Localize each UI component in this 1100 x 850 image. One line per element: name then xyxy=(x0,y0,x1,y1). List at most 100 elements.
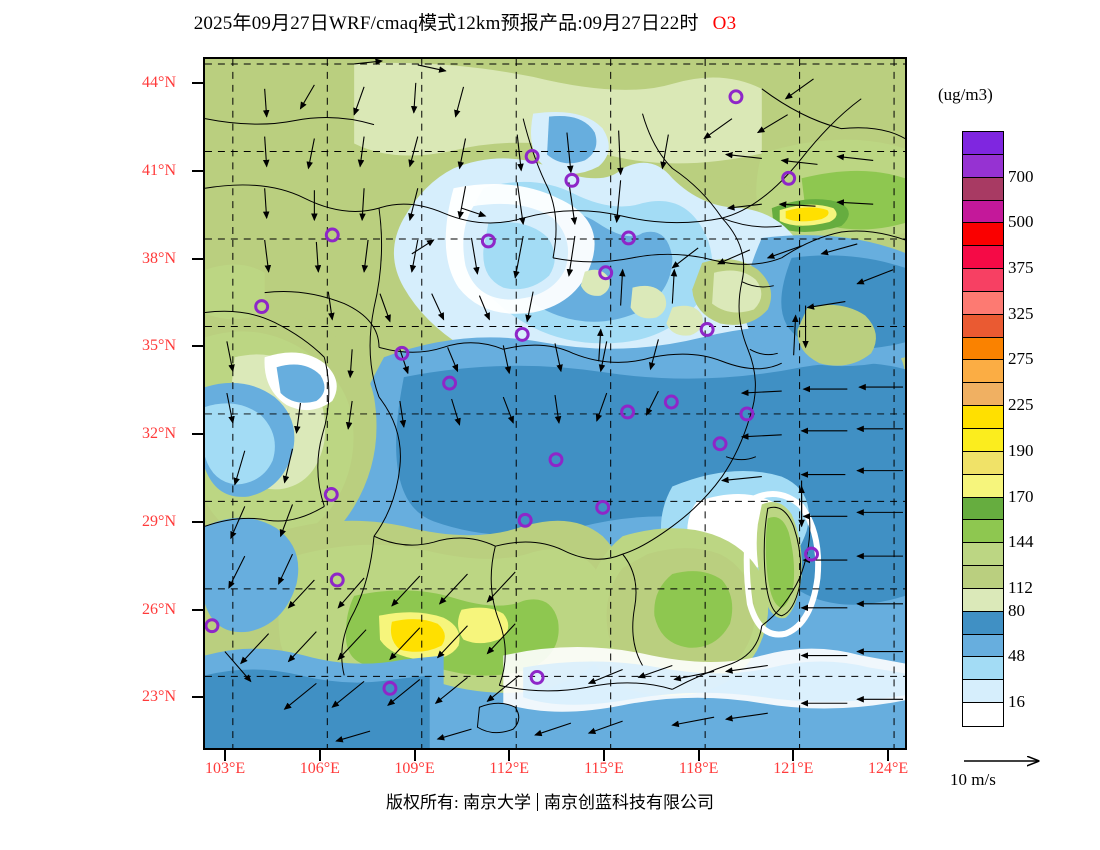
map-canvas xyxy=(205,59,905,748)
colorbar-tick-label: 170 xyxy=(1008,486,1034,506)
colorbar-tick-label: 700 xyxy=(1008,166,1034,186)
station-marker xyxy=(205,618,220,634)
lon-tick-mark xyxy=(697,750,700,761)
lat-tick-mark xyxy=(192,345,205,348)
lat-tick-label: 44°N xyxy=(142,74,176,92)
colorbar-band xyxy=(963,246,1003,270)
lon-tick-label: 124°E xyxy=(867,760,909,777)
station-marker xyxy=(804,546,819,562)
lon-tick-label: 109°E xyxy=(394,760,435,777)
colorbar-band xyxy=(963,291,1003,315)
title-species: O3 xyxy=(712,13,737,34)
title-main: 2025年09月27日WRF/cmaq模式12km预报产品:09月27日22时 xyxy=(193,13,699,34)
forecast-map[interactable] xyxy=(203,57,907,750)
colorbar-band xyxy=(963,588,1003,612)
colorbar-units: (ug/m3) xyxy=(938,85,993,104)
station-marker xyxy=(517,512,533,528)
station-marker xyxy=(323,487,339,502)
colorbar-tick-label: 16 xyxy=(1008,692,1025,712)
lat-tick-label: 23°N xyxy=(142,688,176,706)
wind-scale-legend: 10 m/s xyxy=(950,752,1082,798)
station-marker xyxy=(621,230,637,246)
colorbar-band xyxy=(963,451,1003,475)
lon-tick-label: 106°E xyxy=(299,760,340,777)
colorbar-tick-label: 325 xyxy=(1008,303,1034,323)
wind-vector-field xyxy=(224,59,904,743)
station-marker xyxy=(442,375,458,391)
lat-tick-mark xyxy=(192,608,205,611)
station-marker xyxy=(254,299,270,315)
wind-scale-arrow xyxy=(964,752,1048,770)
graticule xyxy=(205,59,905,748)
colorbar-band xyxy=(963,337,1003,361)
lon-tick-mark xyxy=(318,750,321,761)
lat-tick-label: 32°N xyxy=(142,425,176,443)
colorbar-tick-label: 275 xyxy=(1008,349,1034,369)
lat-tick-mark xyxy=(192,257,205,260)
colorbar-band xyxy=(963,314,1003,338)
colorbar-tick-label: 190 xyxy=(1008,440,1034,460)
station-marker xyxy=(739,406,755,422)
footer-left: 版权所有: 南京大学 xyxy=(386,793,531,812)
station-marker xyxy=(699,321,715,337)
lat-tick-mark xyxy=(192,520,205,523)
colorbar-band xyxy=(963,428,1003,452)
station-marker xyxy=(529,669,545,685)
administrative-boundaries xyxy=(205,88,905,734)
lat-tick-label: 41°N xyxy=(142,162,176,180)
station-marker xyxy=(324,227,340,243)
lon-tick-mark xyxy=(508,750,511,761)
station-marker xyxy=(728,89,744,105)
lon-tick-mark xyxy=(413,750,416,761)
colorbar-tick-label: 48 xyxy=(1008,646,1025,666)
colorbar-tick-label: 80 xyxy=(1008,600,1025,620)
lat-tick-label: 29°N xyxy=(142,512,176,530)
colorbar-band xyxy=(963,269,1003,292)
lat-tick-mark xyxy=(192,82,205,85)
colorbar-band xyxy=(963,406,1003,429)
lat-tick-label: 35°N xyxy=(142,337,176,355)
station-marker xyxy=(598,265,614,281)
station-marker-group[interactable] xyxy=(205,89,819,696)
lon-tick-mark xyxy=(224,750,227,761)
colorbar-band xyxy=(963,132,1003,155)
station-marker xyxy=(620,404,636,420)
colorbar-tick-label: 225 xyxy=(1008,395,1034,415)
station-marker xyxy=(524,148,540,164)
colorbar-band xyxy=(963,543,1003,567)
station-marker xyxy=(663,394,679,410)
colorbar-band xyxy=(963,177,1003,201)
footer-separator xyxy=(536,793,538,811)
station-marker xyxy=(564,172,580,188)
colorbar[interactable] xyxy=(962,131,1004,727)
lon-tick-label: 121°E xyxy=(773,760,814,777)
station-marker xyxy=(548,452,564,468)
lon-tick-label: 103°E xyxy=(205,760,246,777)
colorbar-band xyxy=(963,680,1003,704)
station-marker xyxy=(480,233,496,249)
lat-tick-label: 26°N xyxy=(142,600,176,618)
lon-tick-label: 118°E xyxy=(678,760,719,777)
lon-tick-mark xyxy=(792,750,795,761)
lat-tick-mark xyxy=(192,433,205,436)
colorbar-band xyxy=(963,154,1003,178)
lon-tick-label: 115°E xyxy=(584,760,624,777)
colorbar-band xyxy=(963,360,1003,384)
colorbar-tick-label: 375 xyxy=(1008,258,1034,278)
colorbar-tick-label: 112 xyxy=(1008,577,1033,597)
station-marker xyxy=(382,680,398,696)
station-marker xyxy=(595,499,611,515)
colorbar-band xyxy=(963,383,1003,407)
colorbar-band xyxy=(963,611,1003,635)
colorbar-band xyxy=(963,200,1003,224)
footer-right: 南京创蓝科技有限公司 xyxy=(543,793,714,812)
colorbar-band xyxy=(963,566,1003,589)
colorbar-tick-label: 144 xyxy=(1008,532,1034,552)
colorbar-band xyxy=(963,657,1003,681)
lat-tick-mark xyxy=(192,696,205,699)
station-marker xyxy=(329,572,345,588)
station-marker xyxy=(712,436,728,452)
lon-tick-mark xyxy=(887,750,890,761)
latitude-axis: 44°N 41°N 38°N 35°N 32°N 29°N 26°N 23°N xyxy=(0,0,205,850)
